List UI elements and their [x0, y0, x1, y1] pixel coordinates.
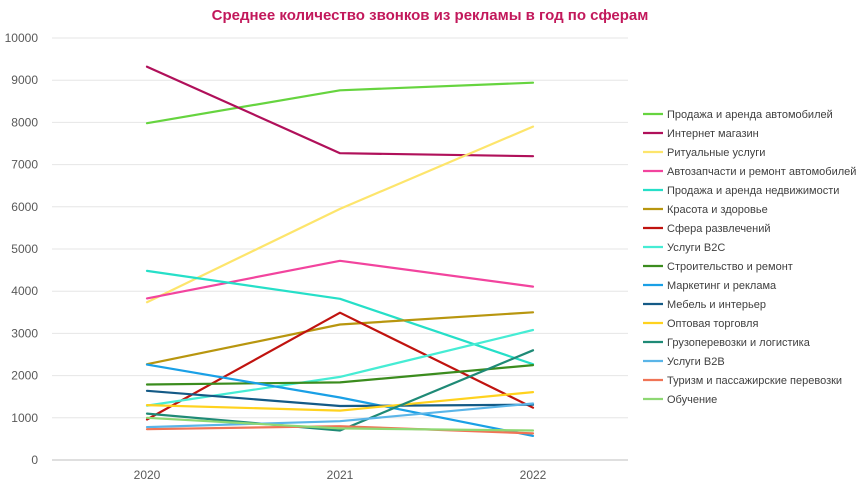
- legend-entry: Продажа и аренда недвижимости: [667, 185, 839, 197]
- y-tick-label: 10000: [5, 31, 39, 45]
- y-tick-label: 3000: [11, 326, 38, 340]
- x-tick-label: 2022: [520, 468, 547, 482]
- legend-entry: Маркетинг и реклама: [667, 280, 777, 292]
- y-axis-ticks: 0 1000 2000 3000 4000 5000 6000 7000 8000 9000 100…: [5, 31, 39, 467]
- series-line: [145, 311, 535, 366]
- series-line: [145, 311, 535, 421]
- legend-entry: Услуги B2B: [667, 356, 725, 368]
- series-lines: [145, 65, 535, 437]
- series-line: [145, 364, 535, 386]
- y-tick-label: 2000: [11, 369, 38, 383]
- legend-entry: Ритуальные услуги: [667, 147, 765, 159]
- y-tick-label: 7000: [11, 158, 38, 172]
- y-tick-label: 9000: [11, 73, 38, 87]
- series-line: [145, 425, 535, 435]
- chart-title: Среднее количество звонков из рекламы в …: [211, 7, 649, 24]
- y-tick-label: 6000: [11, 200, 38, 214]
- series-line: [145, 269, 535, 366]
- legend-entry: Обучение: [667, 394, 717, 406]
- x-tick-label: 2020: [134, 468, 161, 482]
- series-line: [145, 416, 535, 432]
- x-axis-ticks: 2020 2021 2022: [134, 468, 547, 482]
- series-line: [145, 389, 535, 408]
- series-line: [145, 391, 535, 412]
- legend-entry: Туризм и пассажирские перевозки: [667, 375, 842, 387]
- y-tick-label: 5000: [11, 242, 38, 256]
- y-tick-label: 4000: [11, 284, 38, 298]
- y-tick-label: 0: [31, 453, 38, 467]
- legend-entry: Красота и здоровье: [667, 204, 768, 216]
- series-line: [145, 259, 535, 300]
- legend-entry: Грузоперевозки и логистика: [667, 337, 811, 349]
- legend-entry: Интернет магазин: [667, 128, 759, 140]
- series-line: [145, 81, 535, 125]
- legend-entry: Продажа и аренда автомобилей: [667, 109, 833, 121]
- series-line: [145, 349, 535, 432]
- legend-entry: Услуги B2C: [667, 242, 725, 254]
- legend-entry: Автозапчасти и ремонт автомобилей: [667, 166, 856, 178]
- y-tick-label: 1000: [11, 411, 38, 425]
- legend-entry: Строительство и ремонт: [667, 261, 793, 273]
- legend: Продажа и аренда автомобилей Интернет маг…: [643, 109, 856, 406]
- y-tick-label: 8000: [11, 115, 38, 129]
- series-line: [145, 363, 535, 437]
- legend-entry: Оптовая торговля: [667, 318, 758, 330]
- x-tick-label: 2021: [327, 468, 354, 482]
- legend-entry: Мебель и интерьер: [667, 299, 766, 311]
- legend-entry: Сфера развлечений: [667, 223, 771, 235]
- series-line: [145, 402, 535, 429]
- series-line: [145, 125, 535, 304]
